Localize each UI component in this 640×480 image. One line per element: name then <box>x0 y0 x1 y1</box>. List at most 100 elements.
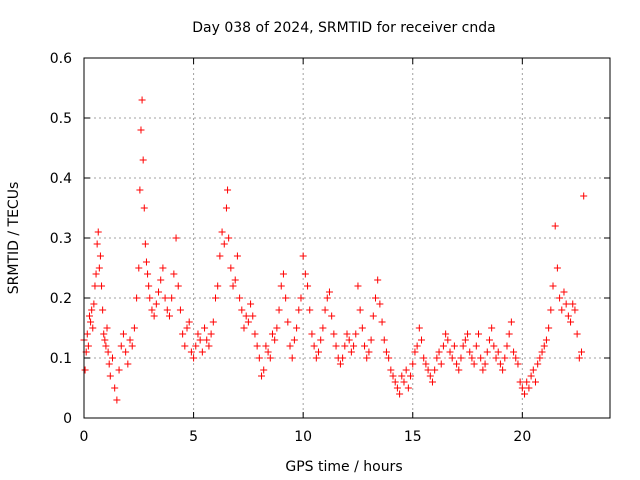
x-tick-label: 15 <box>404 429 422 445</box>
data-point <box>490 342 498 350</box>
data-point <box>264 348 272 356</box>
data-point <box>485 336 493 344</box>
data-point <box>525 384 533 392</box>
data-point <box>91 282 99 290</box>
data-point <box>523 378 531 386</box>
data-point <box>374 276 382 284</box>
data-point <box>358 324 366 332</box>
data-point <box>262 342 270 350</box>
data-point <box>444 336 452 344</box>
data-point <box>148 306 156 314</box>
data-point <box>518 384 526 392</box>
data-point <box>538 348 546 356</box>
data-point <box>507 318 515 326</box>
data-point <box>255 354 263 362</box>
y-tick-label: 0.3 <box>50 231 72 247</box>
y-tick-label: 0.6 <box>50 51 72 67</box>
data-point <box>505 330 513 338</box>
data-point <box>380 336 388 344</box>
data-point <box>242 312 250 320</box>
data-point <box>347 348 355 356</box>
data-point <box>133 294 141 302</box>
data-point <box>247 300 255 308</box>
data-point <box>317 336 325 344</box>
data-point <box>470 360 478 368</box>
data-point <box>207 330 215 338</box>
data-point <box>128 342 136 350</box>
data-point <box>103 324 111 332</box>
y-tick-label: 0.1 <box>50 351 72 367</box>
data-point <box>172 234 180 242</box>
data-point <box>580 192 588 200</box>
data-point <box>140 204 148 212</box>
data-point <box>95 264 103 272</box>
data-point <box>527 372 535 380</box>
data-point <box>547 306 555 314</box>
plot-frame <box>83 57 611 419</box>
data-point <box>545 324 553 332</box>
data-point <box>176 306 184 314</box>
data-point <box>152 300 160 308</box>
data-point <box>155 288 163 296</box>
data-point <box>216 252 224 260</box>
y-tick-label: 0.5 <box>50 111 72 127</box>
data-point <box>260 366 268 374</box>
data-point <box>138 96 146 104</box>
data-point <box>365 348 373 356</box>
data-point <box>567 318 575 326</box>
data-point <box>266 354 274 362</box>
data-point <box>332 342 340 350</box>
data-point <box>279 270 287 278</box>
data-point <box>212 294 219 302</box>
data-point <box>84 342 92 350</box>
data-point <box>312 354 320 362</box>
data-point <box>85 312 93 320</box>
data-point <box>113 396 121 404</box>
data-point <box>556 294 564 302</box>
data-point <box>229 282 237 290</box>
data-point <box>105 360 113 368</box>
data-point <box>483 348 491 356</box>
data-point <box>102 342 110 350</box>
data-point <box>494 348 502 356</box>
data-point <box>100 330 108 338</box>
data-point <box>135 264 143 272</box>
data-point <box>306 306 314 314</box>
data-point <box>321 306 329 314</box>
data-point <box>253 342 261 350</box>
data-point <box>472 342 480 350</box>
data-point <box>422 360 430 368</box>
data-point <box>315 348 323 356</box>
data-point <box>94 228 102 236</box>
data-point <box>124 360 132 368</box>
data-point <box>258 372 266 380</box>
data-point <box>161 294 169 302</box>
data-point <box>150 312 158 320</box>
data-point <box>336 360 344 368</box>
data-point <box>428 378 436 386</box>
data-point <box>516 378 524 386</box>
data-point <box>192 342 200 350</box>
data-point <box>413 342 421 350</box>
data-point <box>190 354 198 362</box>
data-point <box>323 294 331 302</box>
data-point <box>297 294 305 302</box>
data-point <box>499 366 507 374</box>
data-point <box>244 318 252 326</box>
data-point <box>455 366 463 374</box>
x-tick-label: 5 <box>189 429 198 445</box>
data-point <box>479 366 487 374</box>
data-point <box>378 318 386 326</box>
data-point <box>339 354 347 362</box>
x-tick-labels: 0 5 10 15 20 <box>80 429 532 445</box>
data-point <box>382 348 390 356</box>
data-point <box>404 384 412 392</box>
data-point <box>466 348 474 356</box>
data-point <box>310 342 318 350</box>
data-point <box>424 366 432 374</box>
data-point <box>90 300 98 308</box>
data-point <box>369 312 377 320</box>
data-point <box>273 324 281 332</box>
data-point <box>238 306 246 314</box>
